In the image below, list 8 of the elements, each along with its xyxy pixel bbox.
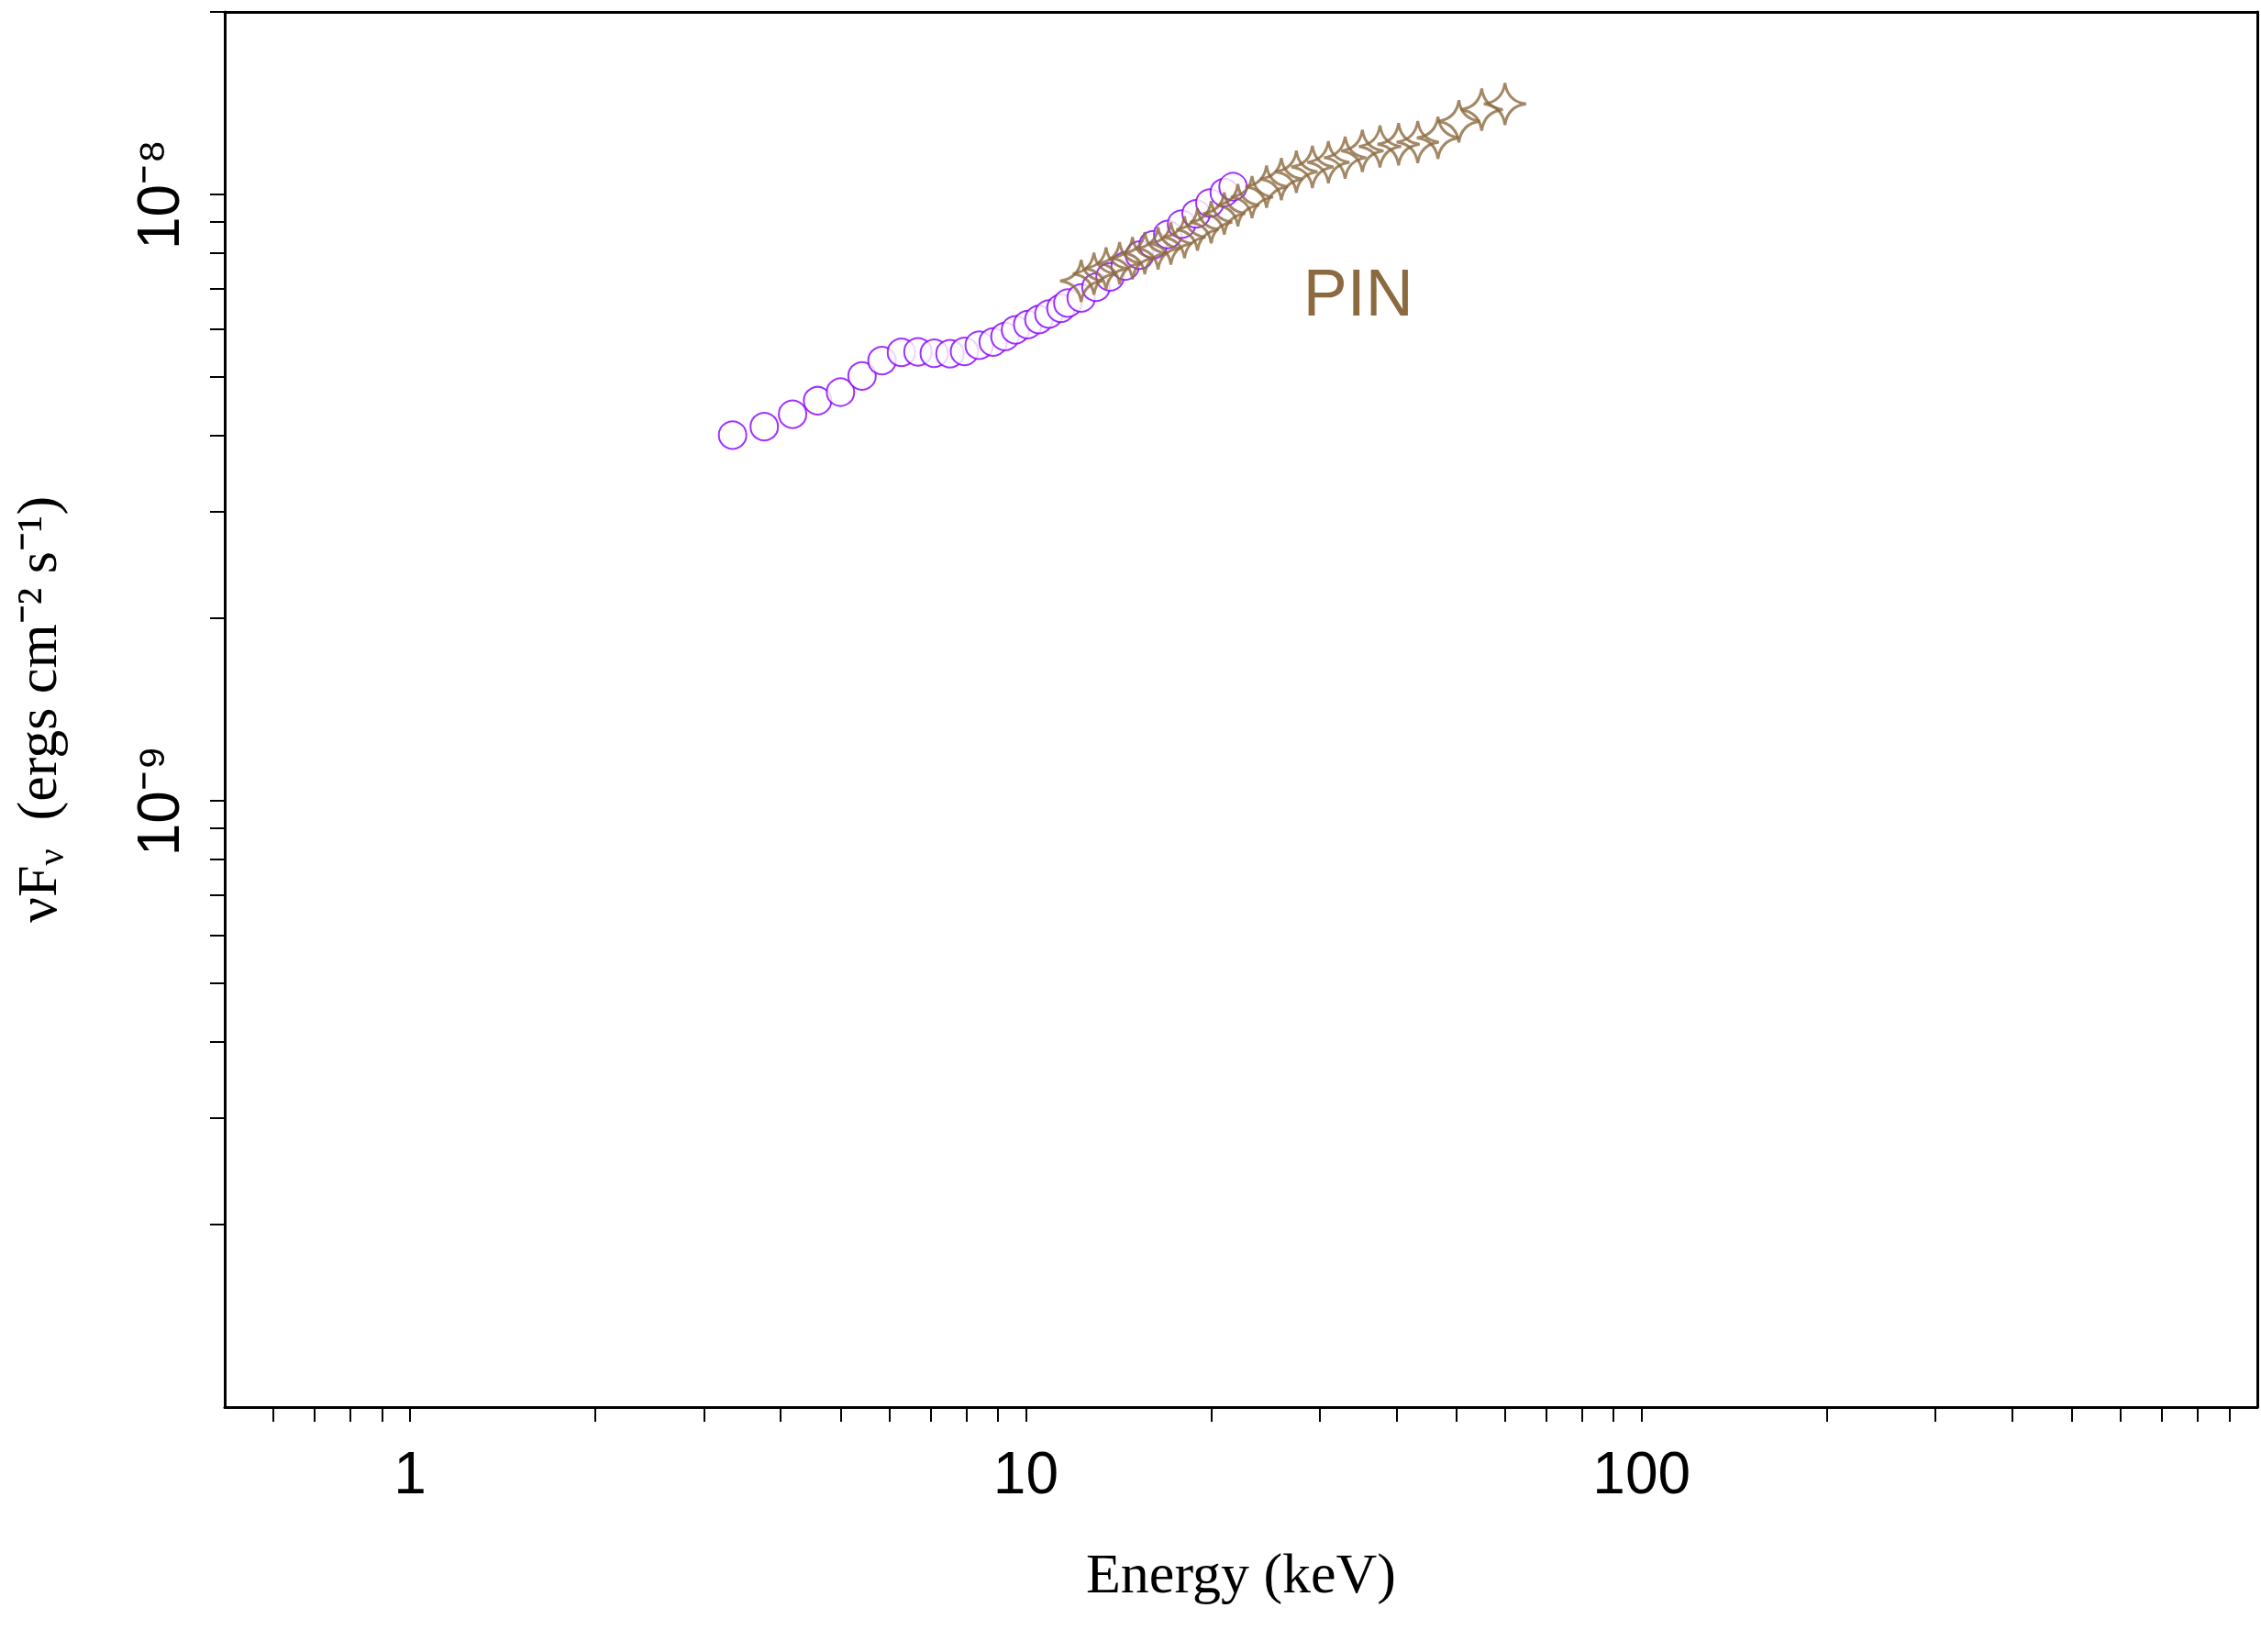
y-tick-label: 10⁻⁸ — [126, 139, 192, 250]
x-tick-label: 100 — [1592, 1440, 1691, 1506]
series-label: PIN — [1302, 256, 1413, 330]
x-axis-title: Energy (keV) — [1085, 1542, 1397, 1605]
x-tick-label: 1 — [393, 1440, 427, 1506]
x-tick-label: 10 — [992, 1440, 1058, 1506]
y-tick-label: 10⁻⁹ — [126, 745, 192, 857]
y-axis-title: νFν (ergs cm⁻² s⁻¹) — [6, 495, 72, 924]
